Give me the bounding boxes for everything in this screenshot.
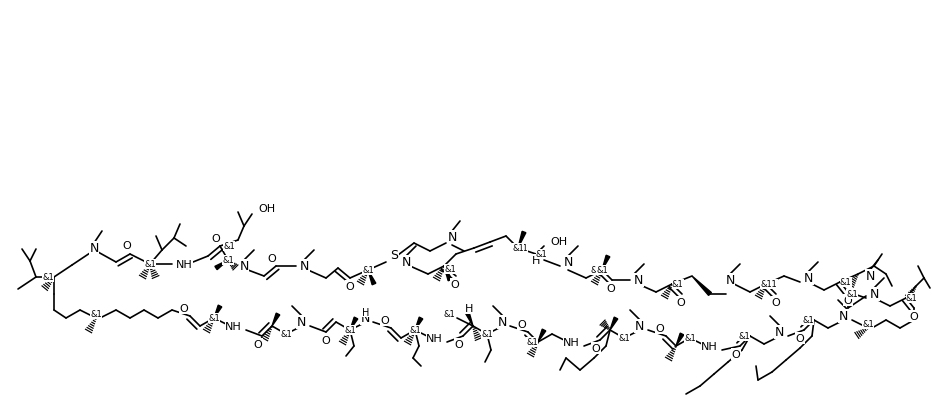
Text: O: O — [771, 297, 781, 307]
Text: &1: &1 — [90, 310, 102, 319]
Text: N: N — [361, 312, 370, 325]
Text: &1: &1 — [846, 290, 857, 299]
Text: &1: &1 — [840, 278, 852, 287]
Text: &1: &1 — [144, 260, 156, 269]
Text: O: O — [346, 281, 354, 291]
Text: O: O — [656, 323, 664, 333]
Text: O: O — [381, 315, 389, 325]
Text: &1: &1 — [344, 326, 356, 335]
Text: &1: &1 — [208, 314, 219, 323]
Text: OH: OH — [258, 204, 276, 214]
Text: O: O — [450, 279, 460, 289]
Polygon shape — [692, 276, 712, 296]
Text: &1: &1 — [618, 334, 630, 343]
Text: N: N — [447, 231, 457, 244]
Text: N: N — [634, 274, 644, 287]
Text: &1: &1 — [280, 330, 292, 339]
Text: N: N — [564, 256, 573, 269]
Text: S: S — [390, 249, 398, 262]
Text: N: N — [804, 272, 814, 285]
Text: &1: &1 — [223, 242, 235, 251]
Text: N: N — [839, 310, 848, 323]
Text: &1: &1 — [512, 244, 524, 253]
Text: O: O — [731, 349, 741, 359]
Text: NH: NH — [225, 321, 242, 331]
Text: &1: &1 — [517, 244, 528, 253]
Text: &1: &1 — [445, 265, 456, 274]
Text: H: H — [362, 307, 370, 317]
Text: O: O — [591, 343, 601, 353]
Text: &1: &1 — [862, 320, 874, 329]
Polygon shape — [465, 311, 473, 326]
Polygon shape — [214, 305, 221, 318]
Polygon shape — [272, 313, 280, 326]
Text: &1: &1 — [222, 256, 234, 265]
Text: NH: NH — [426, 333, 443, 343]
Text: N: N — [774, 326, 784, 339]
Text: N: N — [726, 274, 735, 287]
Text: &1: &1 — [802, 316, 814, 325]
Polygon shape — [602, 256, 610, 271]
Text: NH: NH — [176, 259, 192, 269]
Text: N: N — [297, 316, 306, 329]
Text: &1: &1 — [590, 266, 602, 275]
Polygon shape — [350, 317, 358, 330]
Text: O: O — [122, 240, 132, 250]
Text: O: O — [455, 339, 463, 349]
Text: O: O — [843, 295, 853, 305]
Text: &1: &1 — [444, 310, 455, 319]
Polygon shape — [444, 266, 452, 281]
Text: &1: &1 — [409, 326, 421, 335]
Text: NH: NH — [701, 341, 718, 351]
Text: &1: &1 — [596, 266, 608, 275]
Text: &1: &1 — [526, 338, 538, 347]
Polygon shape — [610, 317, 617, 330]
Text: O: O — [268, 254, 276, 263]
Text: N: N — [90, 242, 99, 255]
Text: &1: &1 — [481, 330, 493, 339]
Text: &1: &1 — [672, 280, 684, 289]
Polygon shape — [518, 232, 526, 248]
Text: H: H — [531, 255, 540, 266]
Text: N: N — [634, 320, 644, 333]
Text: O: O — [321, 335, 331, 345]
Text: O: O — [676, 297, 686, 307]
Text: &1: &1 — [536, 250, 547, 259]
Text: H: H — [465, 303, 474, 313]
Polygon shape — [676, 333, 684, 346]
Text: OH: OH — [550, 236, 567, 247]
Polygon shape — [368, 271, 375, 285]
Polygon shape — [215, 260, 228, 270]
Text: &1: &1 — [684, 334, 696, 343]
Text: &1: &1 — [362, 266, 374, 275]
Text: O: O — [606, 283, 616, 293]
Polygon shape — [415, 317, 423, 330]
Text: O: O — [212, 233, 220, 243]
Text: O: O — [517, 319, 527, 329]
Text: N: N — [498, 316, 507, 329]
Text: &1: &1 — [906, 294, 918, 303]
Text: N: N — [300, 260, 309, 273]
Polygon shape — [538, 329, 545, 342]
Text: O: O — [910, 311, 918, 321]
Text: NH: NH — [563, 337, 580, 347]
Text: &1: &1 — [42, 273, 54, 282]
Text: N: N — [865, 270, 874, 283]
Text: N: N — [239, 260, 248, 273]
Text: &1: &1 — [760, 280, 771, 289]
Text: &1: &1 — [766, 280, 778, 289]
Text: O: O — [796, 333, 804, 343]
Text: N: N — [402, 256, 411, 269]
Text: &1: &1 — [738, 332, 750, 341]
Text: N: N — [870, 288, 880, 301]
Text: O: O — [254, 339, 262, 349]
Text: O: O — [179, 303, 189, 313]
